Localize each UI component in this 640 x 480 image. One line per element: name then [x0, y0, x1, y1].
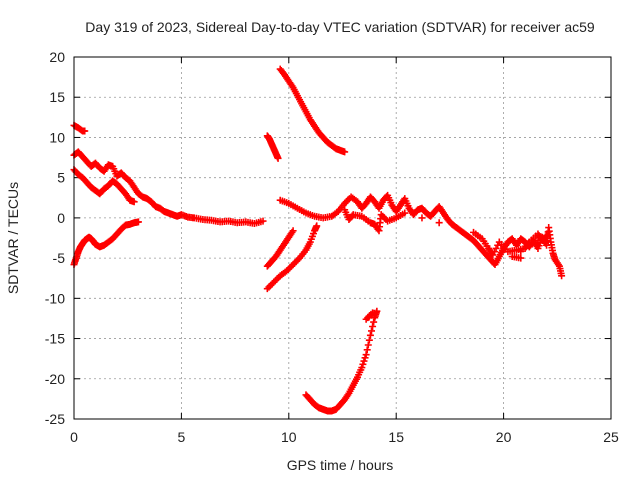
y-tick-label: 20	[49, 49, 65, 65]
data-point	[341, 148, 349, 156]
series-arc-midday-low-b	[263, 222, 321, 293]
y-axis-label: SDTVAR / TECUs	[5, 182, 21, 294]
y-tick-label: -15	[45, 331, 65, 347]
y-tick-label: -10	[45, 290, 65, 306]
x-tick-label: 25	[603, 429, 619, 445]
data-point	[359, 360, 367, 368]
series-arc-afternoon-branch	[341, 206, 551, 262]
series-arc-afternoon	[276, 191, 566, 280]
data-point	[435, 219, 443, 227]
series-arc-early-top	[70, 121, 89, 135]
plot-frame	[73, 56, 612, 420]
y-tick-label: -5	[53, 250, 66, 266]
data-point	[525, 242, 533, 250]
data-point	[360, 357, 368, 365]
x-tick-label: 15	[388, 429, 404, 445]
y-tick-label: -20	[45, 371, 65, 387]
data-point	[452, 224, 460, 232]
chart-title: Day 319 of 2023, Sidereal Day-to-day VTE…	[85, 19, 595, 35]
data-point	[361, 354, 369, 362]
series-arc-main-early	[70, 148, 267, 228]
data-point	[289, 227, 297, 235]
data-point	[369, 322, 377, 330]
data-point	[134, 218, 142, 226]
x-tick-label: 20	[496, 429, 512, 445]
x-tick-labels: 0 5 10 15 20 25	[70, 429, 619, 445]
data-point	[364, 341, 372, 349]
data-point	[365, 336, 373, 344]
data-point	[543, 232, 551, 240]
data-point	[369, 309, 377, 317]
y-tick-label: -25	[45, 411, 65, 427]
data-point	[558, 272, 566, 280]
y-tick-label: 15	[49, 89, 65, 105]
data-point	[367, 327, 375, 335]
x-axis-label: GPS time / hours	[287, 457, 394, 473]
data-point	[366, 331, 374, 339]
data-point	[362, 351, 370, 359]
data-point	[541, 233, 549, 241]
data-point	[534, 237, 542, 245]
series-arc-midday-short	[263, 132, 282, 162]
x-tick-label: 10	[281, 429, 297, 445]
series-arc-midday-top	[276, 65, 349, 156]
data-point	[313, 222, 321, 230]
data-point	[517, 247, 525, 255]
data-point	[259, 217, 267, 225]
x-tick-label: 5	[178, 429, 186, 445]
data-point	[130, 198, 138, 206]
series-arc-midday-low-a	[263, 227, 297, 270]
y-tick-label: 10	[49, 129, 65, 145]
data-point	[81, 127, 89, 135]
data-point	[358, 364, 366, 372]
data-point	[363, 346, 371, 354]
data-point	[418, 214, 426, 222]
series-arc-dip	[302, 307, 381, 415]
data-point	[401, 209, 409, 217]
data-points	[70, 65, 566, 415]
y-tick-label: 5	[57, 170, 65, 186]
x-tick-label: 0	[70, 429, 78, 445]
data-point	[370, 318, 378, 326]
data-point	[517, 254, 525, 262]
data-point	[274, 154, 282, 162]
y-tick-label: 0	[57, 210, 65, 226]
y-tick-labels: -25 -20 -15 -10 -5 0 5 10 15 20	[45, 49, 65, 427]
series-arc-early-bottom	[70, 218, 142, 269]
grid	[74, 57, 611, 419]
